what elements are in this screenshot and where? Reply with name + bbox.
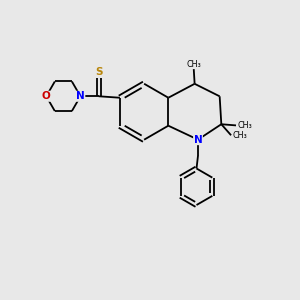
- Text: S: S: [95, 68, 102, 77]
- Text: N: N: [76, 91, 85, 101]
- Text: O: O: [42, 91, 51, 101]
- Text: CH₃: CH₃: [186, 59, 201, 68]
- Text: CH₃: CH₃: [232, 131, 247, 140]
- Text: N: N: [194, 135, 202, 145]
- Text: CH₃: CH₃: [238, 121, 252, 130]
